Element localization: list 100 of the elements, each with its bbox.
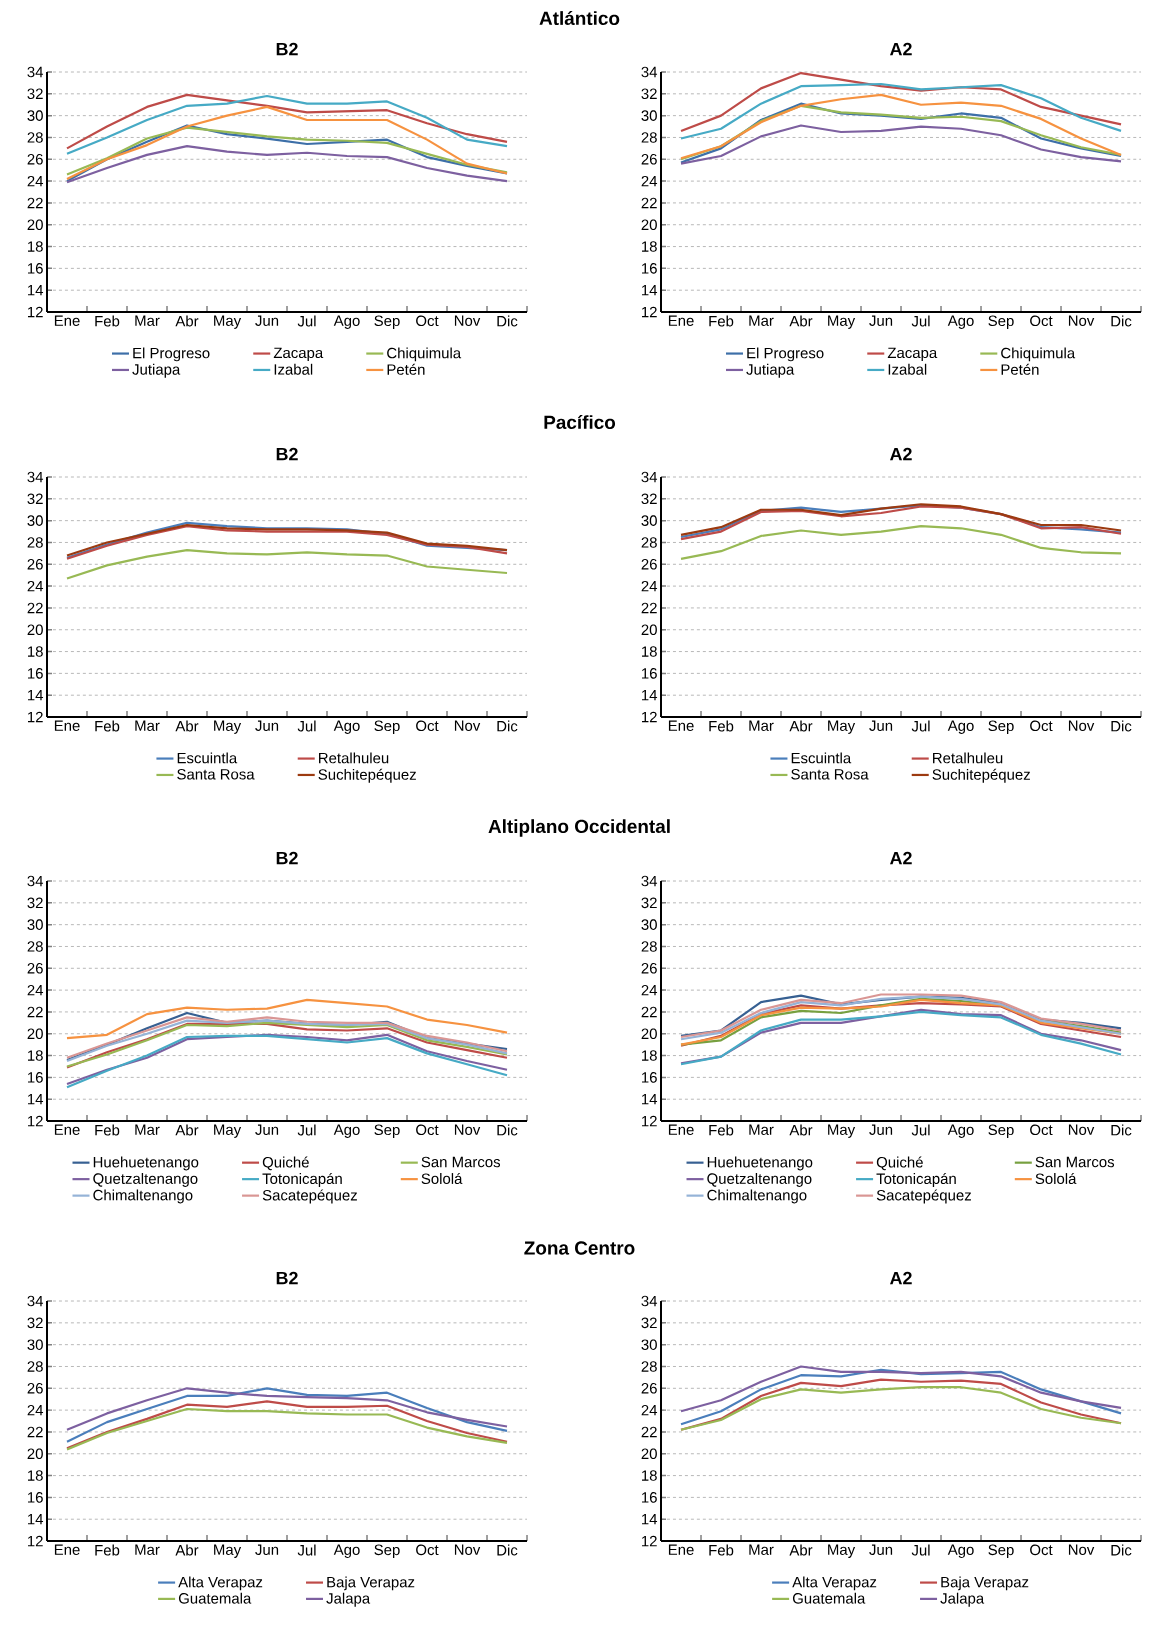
x-tick-label: Abr	[175, 720, 199, 732]
legend-label: Jalapa	[326, 1592, 371, 1607]
y-tick-label: 18	[28, 1050, 43, 1061]
x-tick-label: Dic	[1111, 315, 1132, 327]
y-tick-label: 32	[641, 1317, 657, 1329]
y-tick-label: 26	[27, 153, 43, 165]
x-tick-label: Abr	[175, 1544, 199, 1556]
line-series	[679, 1386, 1123, 1431]
y-tick-label: 32	[27, 897, 43, 909]
x-tick-label: Mar	[749, 315, 774, 326]
line-series	[679, 525, 1123, 560]
y-tick-label: 22	[641, 1426, 657, 1438]
y-tick-label: 20	[641, 1028, 657, 1040]
y-tick-label: 34	[27, 66, 44, 78]
x-tick-label: Feb	[95, 720, 120, 732]
y-tick-label: 16	[28, 1492, 43, 1503]
legend-label: Jalapa	[940, 1592, 985, 1607]
x-tick-label: Ene	[668, 315, 694, 326]
y-tick-label: 22	[641, 1006, 657, 1018]
x-tick-label: Jul	[297, 1124, 316, 1136]
y-tick-label: 16	[28, 263, 43, 274]
y-tick-label: 18	[28, 241, 43, 252]
x-tick-label: Abr	[175, 1124, 199, 1136]
line-series	[65, 145, 509, 184]
legend-label: Escuintla	[791, 752, 852, 764]
x-tick-label: Oct	[1030, 720, 1053, 732]
y-tick-label: 26	[27, 1383, 43, 1394]
line-series	[679, 93, 1123, 160]
x-tick-label: May	[214, 720, 242, 734]
x-tick-label: Ago	[947, 720, 974, 734]
y-tick-label: 22	[27, 1426, 43, 1438]
line-series	[65, 1387, 509, 1431]
y-tick-label: 34	[27, 1295, 44, 1307]
x-tick-label: Feb	[95, 1544, 120, 1556]
legend-label: Totonicapán	[262, 1172, 342, 1187]
y-tick-label: 12	[28, 1115, 43, 1127]
x-tick-label: Ene	[54, 720, 80, 731]
legend-label: Chimaltenango	[707, 1189, 807, 1204]
x-tick-label: Sep	[988, 315, 1014, 330]
y-tick-label: 22	[27, 197, 43, 209]
legend-label: Quetzaltenango	[93, 1172, 198, 1187]
chart-subtitle: B2	[276, 1271, 298, 1285]
x-tick-label: Jun	[255, 720, 279, 731]
x-tick-label: Ene	[54, 315, 80, 326]
y-tick-label: 14	[28, 285, 44, 296]
x-tick-label: Ago	[333, 1124, 360, 1138]
legend-label: Totonicapán	[876, 1172, 956, 1187]
y-tick-label: 28	[641, 537, 657, 548]
y-tick-label: 26	[27, 963, 43, 974]
x-tick-label: Sep	[374, 1124, 400, 1139]
y-tick-label: 22	[641, 602, 657, 614]
x-tick-label: Ene	[668, 1124, 694, 1135]
y-tick-label: 28	[641, 1361, 657, 1372]
y-tick-label: 34	[27, 471, 44, 483]
x-tick-label: Ago	[333, 315, 360, 329]
y-tick-label: 26	[641, 558, 657, 570]
x-tick-label: Jun	[255, 1544, 279, 1555]
y-tick-label: 22	[27, 1006, 43, 1018]
x-tick-label: Nov	[454, 1544, 481, 1555]
y-tick-label: 34	[641, 66, 658, 78]
x-tick-label: Ago	[947, 315, 974, 329]
y-tick-label: 14	[28, 1514, 44, 1525]
x-tick-label: Jul	[297, 1544, 316, 1556]
legend-label: Suchitepéquez	[932, 768, 1030, 783]
y-tick-label: 20	[27, 1028, 43, 1040]
x-tick-label: Ago	[947, 1544, 974, 1558]
chart-subtitle: B2	[276, 447, 298, 461]
x-tick-label: May	[828, 720, 856, 734]
x-tick-label: Jun	[869, 315, 893, 326]
x-tick-label: Feb	[709, 315, 734, 327]
x-tick-label: Feb	[709, 1124, 734, 1136]
y-tick-label: 12	[28, 711, 43, 723]
legend-label: Retalhuleu	[319, 752, 389, 764]
x-tick-label: Jun	[869, 1544, 893, 1555]
y-tick-label: 12	[28, 1535, 43, 1547]
y-tick-label: 20	[27, 624, 43, 636]
text: Pacífico	[544, 414, 616, 430]
x-tick-label: Jun	[869, 720, 893, 731]
x-tick-label: Oct	[1030, 315, 1053, 327]
y-tick-label: 18	[642, 1470, 657, 1481]
x-tick-label: Dic	[497, 315, 518, 327]
x-tick-label: Abr	[789, 720, 813, 732]
chart-subtitle: A2	[890, 851, 912, 865]
text: Atlántico	[539, 10, 620, 26]
x-tick-label: Nov	[1068, 1544, 1095, 1555]
legend-label: Sololá	[1035, 1172, 1077, 1185]
legend-label: El Progreso	[747, 347, 824, 362]
x-tick-label: Nov	[1068, 720, 1095, 731]
x-tick-label: Nov	[454, 720, 481, 731]
x-tick-label: Sep	[374, 720, 400, 735]
legend-label: Petén	[1001, 363, 1039, 375]
x-tick-label: Jul	[911, 315, 930, 327]
x-tick-label: Mar	[135, 315, 160, 326]
x-tick-label: Ene	[54, 1544, 80, 1555]
legend-label: Santa Rosa	[791, 768, 869, 780]
y-tick-label: 30	[641, 515, 657, 526]
y-tick-label: 24	[641, 580, 658, 592]
y-tick-label: 16	[642, 668, 657, 679]
y-tick-label: 28	[641, 132, 657, 143]
legend-label: Quiché	[262, 1156, 309, 1171]
